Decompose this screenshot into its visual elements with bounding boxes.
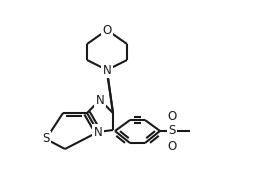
Text: N: N bbox=[102, 63, 111, 77]
Text: O: O bbox=[102, 24, 111, 36]
Text: S: S bbox=[42, 132, 50, 146]
Text: S: S bbox=[168, 125, 175, 137]
Text: O: O bbox=[167, 110, 176, 122]
Text: N: N bbox=[95, 94, 104, 106]
Text: O: O bbox=[167, 141, 176, 153]
Text: N: N bbox=[93, 126, 102, 138]
